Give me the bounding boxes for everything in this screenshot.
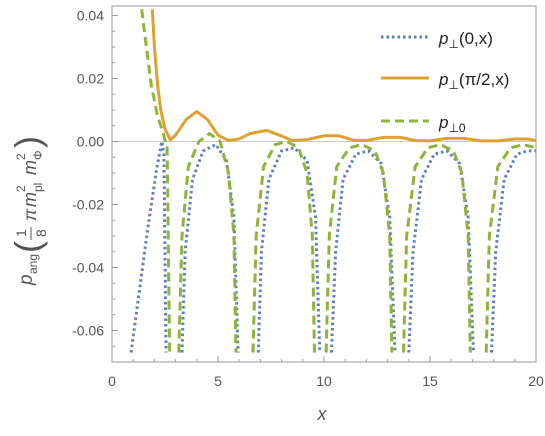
x-tick-label: 10	[316, 373, 332, 389]
series-layer	[129, 8, 536, 353]
x-tick-label: 0	[108, 373, 116, 389]
series-line-2	[150, 9, 536, 143]
svg-text:8: 8	[33, 229, 49, 237]
x-tick-label: 20	[528, 373, 544, 389]
x-tick-label: 5	[214, 373, 222, 389]
svg-text:(: (	[7, 241, 48, 253]
legend-item-3: p⊥0	[381, 113, 466, 135]
legend-item-2: p⊥(π/2,x)	[381, 70, 509, 92]
series-line-1	[129, 139, 536, 353]
x-axis-ticks: 0 5 10 15 20	[108, 356, 544, 389]
y-tick-label: -0.04	[72, 259, 104, 275]
y-tick-label: 0.04	[77, 7, 104, 23]
svg-text:p⊥0: p⊥0	[438, 113, 466, 135]
svg-text:p: p	[16, 274, 37, 286]
y-axis-ticks: 0.04 0.02 0.00 -0.02 -0.04 -0.06	[72, 7, 118, 363]
y-tick-label: -0.06	[72, 322, 104, 338]
svg-text:1: 1	[13, 229, 29, 237]
svg-text:m: m	[20, 160, 40, 175]
y-tick-label: 0.02	[77, 70, 104, 86]
svg-text:pl: pl	[31, 183, 45, 192]
x-tick-label: 15	[422, 373, 438, 389]
x-axis-title: x	[317, 404, 328, 424]
svg-text:): )	[7, 136, 48, 148]
y-axis-title: p ang ( 1 8 π m pl 2 m Φ 2 )	[7, 136, 49, 286]
plot-frame	[111, 5, 537, 363]
svg-text:ang: ang	[26, 254, 40, 274]
legend-item-1: p⊥(0,x)	[381, 29, 493, 51]
svg-text:π: π	[20, 208, 40, 221]
svg-text:2: 2	[14, 153, 28, 160]
legend: p⊥(0,x) p⊥(π/2,x) p⊥0	[381, 29, 509, 135]
y-tick-label: -0.02	[72, 196, 104, 212]
svg-text:p⊥(0,x): p⊥(0,x)	[438, 29, 493, 51]
svg-text:p⊥(π/2,x): p⊥(π/2,x)	[438, 70, 509, 92]
svg-text:Φ: Φ	[31, 150, 45, 160]
y-tick-label: 0.00	[77, 133, 104, 149]
svg-text:m: m	[20, 192, 40, 207]
svg-text:2: 2	[14, 185, 28, 192]
series-line-3	[140, 8, 536, 353]
